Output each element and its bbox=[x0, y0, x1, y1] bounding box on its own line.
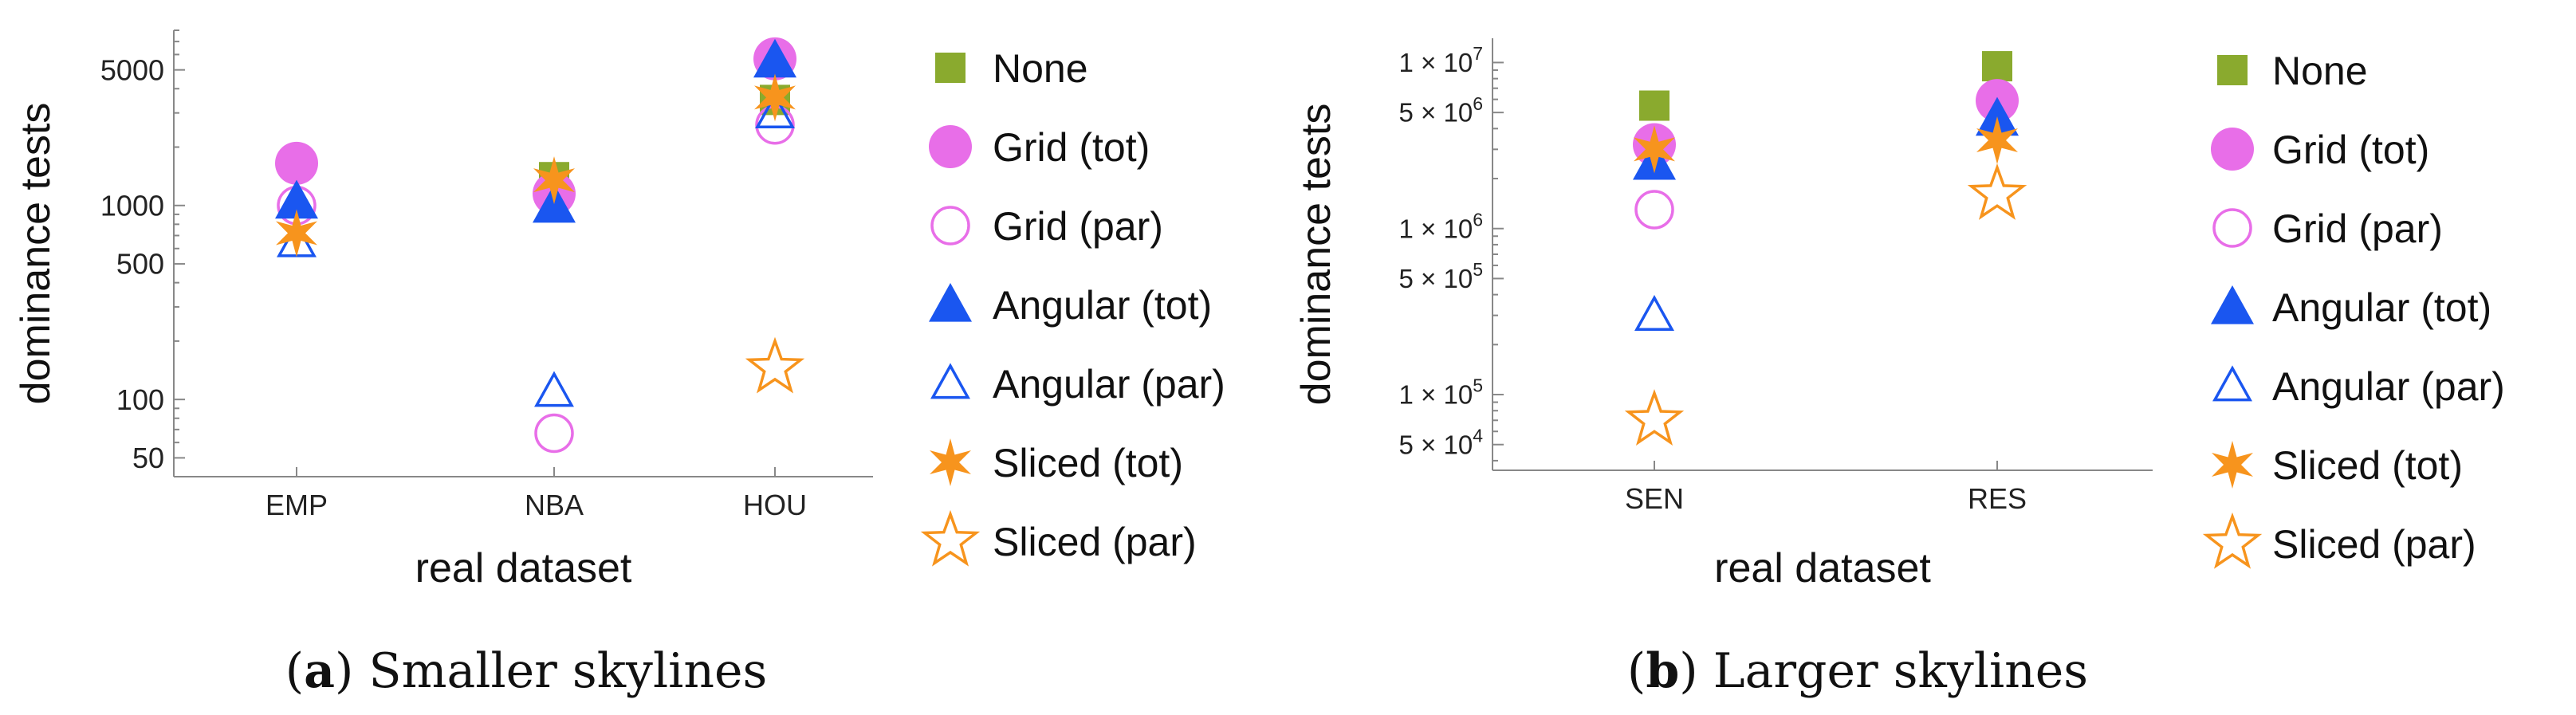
y-tick-label: 1 × 106 bbox=[1399, 209, 1483, 243]
legend-label: Grid (tot) bbox=[2272, 128, 2429, 172]
data-point bbox=[275, 179, 318, 219]
chart-caption: (b) Larger skylines bbox=[1627, 643, 2088, 699]
legend-marker bbox=[2217, 55, 2248, 85]
legend-label: Sliced (par) bbox=[993, 520, 1197, 564]
x-tick-label: RES bbox=[1968, 482, 2027, 515]
y-tick-label: 1000 bbox=[100, 189, 164, 222]
legend-label: Angular (tot) bbox=[993, 283, 1212, 328]
legend-label: Grid (par) bbox=[2272, 206, 2443, 251]
y-tick-label: 100 bbox=[116, 383, 164, 416]
data-point bbox=[1982, 51, 2012, 82]
y-tick-label: 5 × 105 bbox=[1399, 259, 1483, 293]
legend-marker bbox=[930, 206, 970, 246]
data-point bbox=[745, 336, 805, 394]
legend-label: None bbox=[2272, 49, 2368, 93]
y-tick-label: 5000 bbox=[100, 53, 164, 86]
data-point bbox=[534, 371, 574, 407]
legend-marker bbox=[2202, 512, 2263, 569]
legend-marker bbox=[2212, 208, 2252, 248]
legend-label: Sliced (tot) bbox=[2272, 443, 2463, 488]
data-point bbox=[755, 92, 795, 129]
data-point bbox=[754, 73, 796, 122]
y-axis-label: dominance tests bbox=[1293, 104, 1339, 406]
data-point bbox=[1634, 125, 1675, 174]
legend-marker bbox=[935, 53, 966, 83]
legend-label: None bbox=[993, 46, 1088, 91]
legend-marker bbox=[2211, 285, 2254, 324]
data-point bbox=[534, 413, 574, 454]
y-tick-label: 500 bbox=[116, 248, 164, 281]
legend-label: Sliced (tot) bbox=[993, 441, 1183, 485]
x-tick-label: SEN bbox=[1625, 482, 1684, 515]
chart-b: 5 × 104 1 × 105 5 × 105 1 × 106 5 × 106 1 × 1… bbox=[1293, 38, 2505, 699]
y-tick-label: 5 × 104 bbox=[1399, 425, 1484, 459]
data-point bbox=[1634, 190, 1674, 230]
legend-marker bbox=[2212, 365, 2252, 402]
x-tick-label: NBA bbox=[525, 489, 584, 521]
y-tick-label: 50 bbox=[132, 442, 164, 474]
x-axis-label: real dataset bbox=[1714, 545, 1931, 591]
x-tick-label: HOU bbox=[743, 489, 807, 521]
legend-marker bbox=[930, 438, 971, 486]
legend-marker bbox=[929, 125, 972, 168]
y-axis-label: dominance tests bbox=[13, 103, 59, 405]
data-point bbox=[1976, 96, 2019, 136]
data-point bbox=[1624, 389, 1685, 446]
data-point bbox=[753, 38, 796, 78]
legend-marker bbox=[929, 283, 972, 322]
legend-marker bbox=[930, 363, 970, 399]
legend-label: Grid (tot) bbox=[993, 125, 1150, 170]
legend-label: Angular (tot) bbox=[2272, 285, 2491, 330]
y-tick-label: 1 × 105 bbox=[1399, 375, 1483, 410]
data-point bbox=[1976, 116, 2018, 164]
x-axis-label: real dataset bbox=[415, 545, 632, 591]
y-tick-label: 1 × 107 bbox=[1399, 43, 1483, 77]
data-point bbox=[1634, 295, 1674, 331]
data-point bbox=[1967, 163, 2027, 220]
legend-label: Angular (par) bbox=[993, 362, 1225, 407]
data-point bbox=[276, 209, 317, 257]
legend-marker bbox=[920, 509, 981, 567]
data-point bbox=[275, 141, 318, 185]
chart-caption: (a) Smaller skylines bbox=[285, 643, 768, 699]
data-point bbox=[533, 156, 575, 205]
legend-label: Angular (par) bbox=[2272, 364, 2505, 409]
legend-label: Sliced (par) bbox=[2272, 522, 2476, 567]
legend-marker bbox=[2211, 128, 2254, 171]
y-tick-label: 5 × 106 bbox=[1399, 93, 1483, 128]
data-point bbox=[1639, 90, 1669, 121]
legend-marker bbox=[2212, 441, 2253, 489]
chart-a: 50 100 500 1000 5000 EMP NBA HOU dominance tests… bbox=[13, 29, 1225, 699]
x-tick-label: EMP bbox=[265, 489, 328, 521]
legend-label: Grid (par) bbox=[993, 204, 1163, 249]
